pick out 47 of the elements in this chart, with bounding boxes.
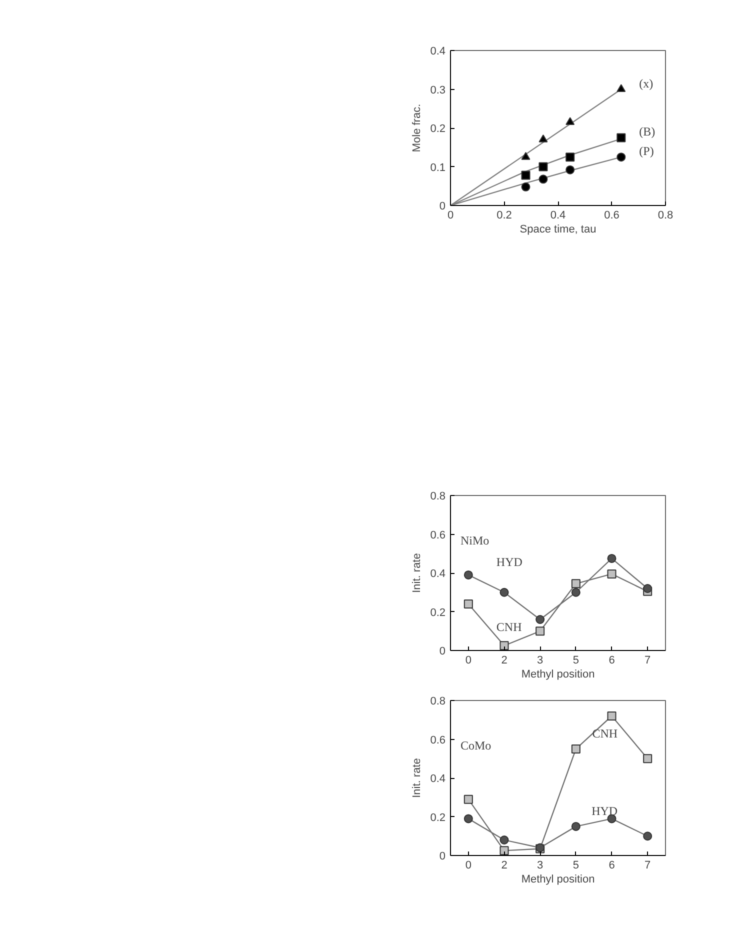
y-tick-label: 0 [439,850,446,862]
y-tick-label: 0.4 [430,568,446,580]
x-tick-label: 6 [608,860,615,872]
y-tick-label: 0.6 [430,734,446,746]
x-tick-label: 2 [501,860,508,872]
annotation: NiMo [460,534,490,548]
x-tick-label: 5 [572,654,579,666]
y-tick-label: 0.8 [430,696,446,708]
series-label: HYD [496,554,523,569]
x-tick-label: 7 [644,860,651,872]
x-tick-label: 3 [537,654,544,666]
x-tick-label: 0 [447,210,454,222]
y-tick-label: 0 [439,646,446,658]
y-tick-label: 0.6 [430,529,446,542]
y-axis-title: Init. rate [411,758,424,798]
x-tick-label: 7 [644,654,651,666]
annotation: CoMo [460,738,492,752]
x-tick-label: 0.2 [496,210,512,222]
series-label: (B) [639,124,656,139]
y-tick-label: 0 [439,200,446,212]
series-label: CNH [592,726,618,741]
x-tick-label: 2 [501,654,508,666]
y-tick-label: 0.3 [430,84,446,96]
x-tick-label: 6 [608,654,615,666]
x-tick-label: 3 [537,860,544,872]
x-tick-label: 5 [572,860,579,872]
y-tick-label: 0.2 [430,812,446,824]
x-tick-label: 0.4 [550,210,566,222]
x-axis-title: Methyl position [521,668,595,680]
series-label: (x) [639,76,654,90]
x-tick-label: 0.8 [658,210,674,222]
y-tick-label: 0.4 [430,773,446,785]
x-tick-label: 0 [465,654,472,666]
series-label: CNH [496,620,522,634]
x-axis-title: Methyl position [521,874,595,886]
y-tick-label: 0.1 [430,162,446,174]
series-label: HYD [592,804,618,818]
y-axis-title: Init. rate [411,553,424,593]
y-tick-label: 0.2 [430,606,446,619]
x-tick-label: 0 [465,860,472,872]
y-tick-label: 0.2 [430,123,446,135]
y-axis-title: Mole frac. [411,104,424,152]
x-tick-label: 0.6 [604,210,620,222]
x-axis-title: Space time, tau [520,224,596,236]
series-label: (P) [639,144,654,158]
y-tick-label: 0.8 [430,490,446,502]
y-tick-label: 0.4 [430,46,446,58]
